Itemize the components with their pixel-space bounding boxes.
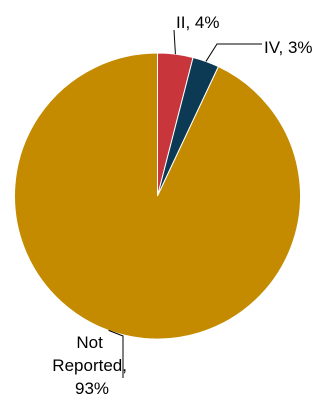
pie-slice-not-reported: [14, 52, 301, 340]
slices-layer: [14, 52, 301, 340]
leader-line-not-reported: [108, 329, 124, 378]
slice-label-ii: II, 4%: [176, 13, 219, 32]
slice-label-not-reported: Not Reported, 93%: [52, 333, 131, 398]
slice-label-iv: IV, 3%: [264, 38, 313, 57]
leader-lines-layer: [108, 29, 262, 378]
leader-line-iv: [205, 43, 262, 62]
leader-line-ii: [173, 29, 176, 55]
